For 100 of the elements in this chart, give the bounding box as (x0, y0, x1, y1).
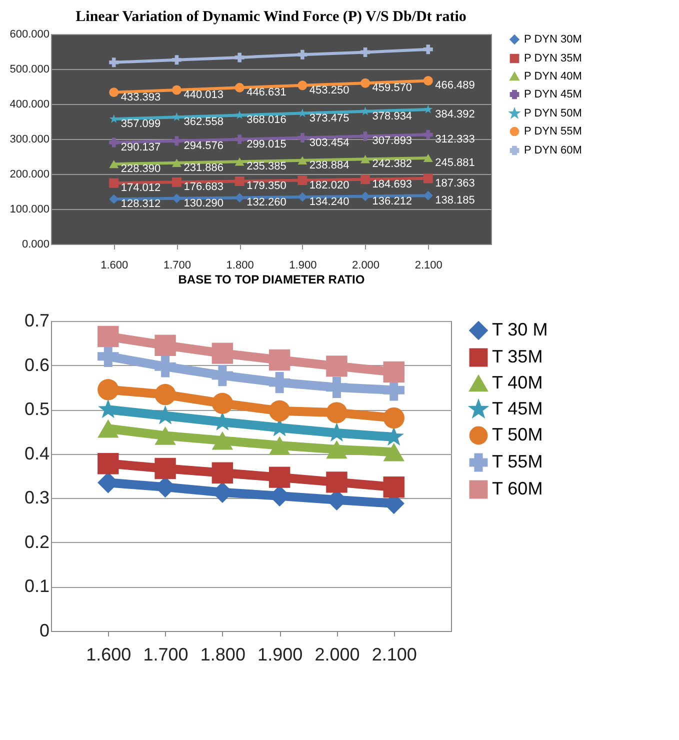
chart-title: Linear Variation of Dynamic Wind Force (P) V/S Db/Dt ratio (76, 9, 466, 25)
point (98, 419, 119, 438)
data-label: 459.570 (372, 82, 412, 94)
point (326, 472, 348, 493)
data-label: 368.016 (246, 114, 286, 126)
data-label: 238.884 (309, 159, 350, 172)
point (212, 342, 234, 364)
point (268, 436, 290, 455)
data-label: 242.382 (372, 158, 412, 170)
data-label: 235.385 (246, 160, 286, 173)
data-label: 228.390 (120, 163, 161, 176)
data-label: 138.185 (435, 194, 475, 207)
y-tick-label: 0.5 (24, 399, 50, 420)
y-tick-label: 200.000 (10, 168, 50, 180)
point (172, 55, 182, 65)
point (383, 361, 404, 383)
point (154, 384, 176, 406)
y-tick-label: 0.3 (24, 488, 50, 508)
point (234, 52, 244, 62)
y-tick-label: 400.000 (10, 98, 50, 110)
point (98, 398, 118, 418)
x-tick-label: 1.600 (86, 644, 132, 664)
data-label: 307.893 (372, 135, 412, 148)
point (98, 346, 119, 368)
y-tick-label: 0.000 (22, 238, 50, 250)
point (423, 130, 433, 140)
point (212, 462, 234, 484)
data-label: 378.934 (372, 110, 412, 122)
data-label: 294.576 (184, 140, 224, 152)
point (109, 88, 119, 98)
y-tick-label: 0.2 (24, 532, 50, 552)
point (154, 458, 176, 480)
point (212, 431, 234, 450)
point (298, 50, 308, 60)
y-tick-label: 500.000 (10, 64, 50, 76)
point (234, 158, 244, 166)
legend-label: P DYN 55M (524, 126, 582, 138)
point (326, 356, 348, 377)
point (298, 192, 308, 202)
point (326, 402, 348, 424)
data-label: 453.250 (309, 84, 350, 96)
y-tick-label: 0.1 (24, 576, 50, 596)
point (235, 110, 244, 120)
data-label: 303.454 (309, 136, 350, 149)
point (98, 379, 119, 400)
x-tick-label: 1.700 (143, 644, 188, 664)
x-tick-label: 1.600 (100, 260, 128, 272)
point (234, 134, 244, 144)
point (212, 364, 234, 386)
point (423, 154, 433, 162)
point (268, 400, 290, 422)
point (234, 176, 244, 186)
point (360, 174, 370, 184)
point (234, 192, 244, 202)
data-label: 357.099 (120, 118, 161, 130)
legend-label: T 45M (492, 398, 543, 418)
x-tick-label: 2.000 (352, 260, 380, 272)
x-tick-label: 2.100 (372, 644, 417, 664)
point (298, 133, 308, 143)
point (424, 104, 433, 114)
point (360, 78, 370, 88)
point (172, 158, 182, 167)
data-label: 373.475 (309, 112, 350, 124)
legend-label: P DYN 50M (524, 108, 582, 120)
point (298, 80, 308, 90)
point (172, 194, 182, 204)
point (172, 85, 182, 95)
y-tick-label: 0 (39, 620, 50, 640)
data-label: 134.240 (309, 196, 350, 208)
point (326, 376, 348, 398)
point (109, 58, 119, 68)
y-tick-label: 0.4 (24, 443, 50, 464)
point (109, 138, 119, 148)
point (360, 155, 370, 164)
data-label: 128.312 (120, 198, 161, 210)
legend-label: P DYN 30M (524, 34, 582, 46)
point (268, 349, 290, 371)
point (154, 334, 176, 356)
y-tick-label: 100.000 (10, 204, 50, 216)
data-label: 384.392 (435, 108, 475, 120)
legend-label: P DYN 40M (524, 70, 582, 82)
x-tick-label: 1.800 (226, 260, 254, 272)
y-tick-label: 0.7 (24, 310, 50, 330)
point (360, 131, 370, 141)
point (298, 176, 308, 186)
point (383, 476, 404, 498)
x-axis-title: BASE TO TOP DIAMETER RATIO (178, 272, 365, 286)
legend-label: T 40M (492, 372, 543, 392)
point (109, 160, 119, 168)
data-label: 182.020 (309, 179, 350, 192)
data-label: 433.393 (120, 91, 161, 104)
data-label: 176.683 (184, 181, 224, 194)
x-tick-label: 1.700 (163, 260, 191, 272)
y-tick-label: 600.000 (10, 28, 50, 40)
point (154, 426, 176, 445)
point (298, 108, 307, 118)
data-label: 231.886 (184, 162, 224, 174)
data-label: 245.881 (435, 156, 475, 169)
point (268, 372, 290, 394)
data-label: 130.290 (184, 197, 224, 210)
